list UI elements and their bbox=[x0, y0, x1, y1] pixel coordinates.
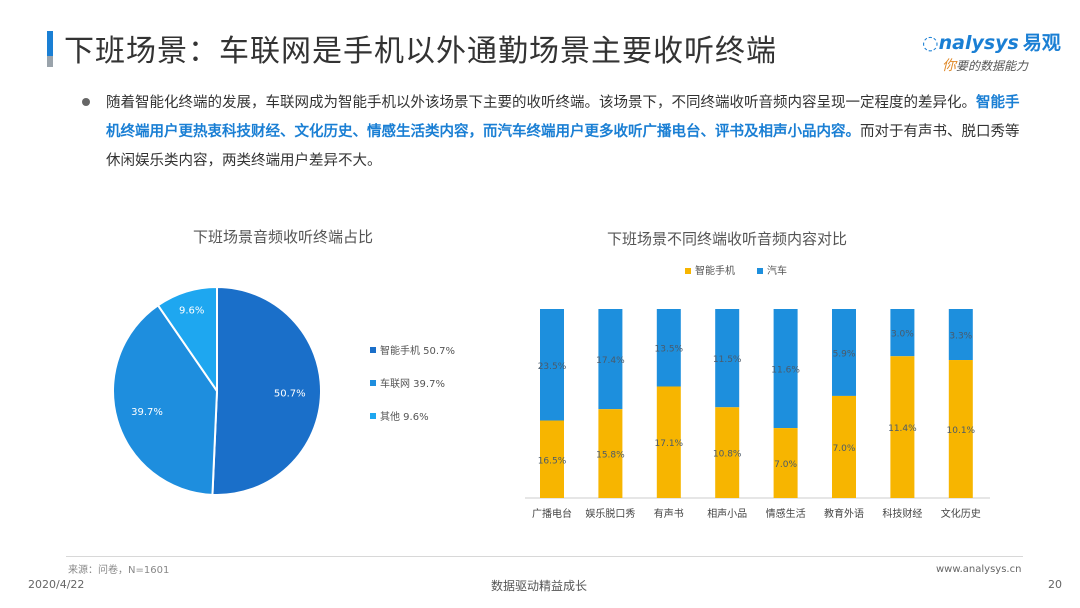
bar-phone-label-8: 10.1% bbox=[947, 426, 976, 436]
summary-paragraph: 随着智能化终端的发展，车联网成为智能手机以外该场景下主要的收听终端。该场景下，不… bbox=[106, 89, 1026, 176]
bar-car-label-8: 3.3% bbox=[949, 332, 972, 342]
bar-legend-label-car: 汽车 bbox=[767, 264, 787, 277]
bar-phone-label-5: 7.0% bbox=[774, 460, 797, 470]
pie-data-label-2: 39.7% bbox=[131, 407, 163, 418]
pie-chart: 50.7% 39.7% 9.6% 智能手机 50.7% 车联网 39.7% 其他 9.6% bbox=[112, 285, 455, 496]
bar-category-label-2: 娱乐脱口秀 bbox=[585, 507, 635, 520]
bar-phone-label-3: 17.1% bbox=[655, 439, 684, 449]
bar-car-label-6: 5.9% bbox=[833, 349, 856, 359]
bar-legend-marker-phone bbox=[685, 268, 691, 274]
bar-phone-label-7: 11.4% bbox=[888, 424, 917, 434]
bar-car-8 bbox=[948, 309, 973, 361]
pie-legend-marker-2 bbox=[370, 380, 376, 386]
logo-icon: ◌ bbox=[922, 32, 939, 54]
bar-car-1 bbox=[540, 309, 564, 421]
summary-text-2: 而对于有声书、脱口秀等休闲娱乐类内容，两类终端用户差异不大。 bbox=[106, 124, 1020, 169]
bar-car-label-5: 11.6% bbox=[771, 366, 800, 376]
logo-text: nalysys bbox=[938, 32, 1019, 54]
bar-phone-4 bbox=[715, 407, 740, 498]
source-note: 来源：问卷，N=1601 bbox=[68, 565, 170, 576]
bar-phone-8 bbox=[948, 360, 973, 498]
bar-car-label-4: 11.5% bbox=[713, 355, 742, 365]
bar-car-label-3: 13.5% bbox=[655, 345, 684, 355]
title-accent-bar bbox=[47, 31, 53, 67]
pie-slice-1 bbox=[211, 285, 322, 496]
bar-phone-7 bbox=[890, 356, 915, 498]
logo-slogan-accent: 你 bbox=[942, 58, 956, 74]
bullet-dot bbox=[82, 98, 90, 106]
pie-slice-2 bbox=[112, 303, 219, 496]
bar-phone-3 bbox=[656, 386, 681, 498]
footer-date: 2020/4/22 bbox=[28, 578, 85, 591]
page-number: 20 bbox=[1048, 578, 1062, 591]
pie-legend-marker-3 bbox=[370, 413, 376, 419]
pie-legend-marker-1 bbox=[370, 347, 376, 353]
bar-phone-label-4: 10.8% bbox=[713, 450, 742, 460]
page-title: 下班场景：车联网是手机以外通勤场景主要收听终端 bbox=[64, 34, 777, 69]
bar-car-5 bbox=[773, 309, 798, 429]
bar-chart-title: 下班场景不同终端收听音频内容对比 bbox=[607, 230, 848, 248]
bar-phone-5 bbox=[773, 428, 798, 498]
bar-phone-label-6: 7.0% bbox=[833, 444, 856, 454]
bar-category-label-1: 广播电台 bbox=[532, 507, 572, 520]
pie-legend-label-3: 其他 9.6% bbox=[380, 410, 429, 423]
bar-car-label-2: 17.4% bbox=[596, 356, 625, 366]
summary-text-1: 随着智能化终端的发展，车联网成为智能手机以外该场景下主要的收听终端。该场景下，不… bbox=[106, 95, 976, 111]
title-accent-bar-base bbox=[47, 56, 53, 67]
bar-category-label-3: 有声书 bbox=[654, 507, 684, 520]
bar-category-label-5: 情感生活 bbox=[766, 507, 806, 520]
bar-car-label-1: 23.5% bbox=[538, 362, 567, 372]
bar-phone-2 bbox=[598, 409, 623, 498]
analysys-logo: ◌nalysys 易观 你要的数据能力 bbox=[922, 28, 1061, 74]
pie-slice-3 bbox=[156, 285, 218, 395]
bar-category-label-7: 科技财经 bbox=[882, 507, 922, 520]
bar-category-label-4: 相声小品 bbox=[707, 507, 747, 520]
bar-car-7 bbox=[890, 309, 915, 357]
pie-legend-label-1: 智能手机 50.7% bbox=[380, 344, 455, 357]
bar-category-label-8: 文化历史 bbox=[941, 507, 981, 520]
website-url: www.analysys.cn bbox=[936, 564, 1022, 575]
bar-legend-label-phone: 智能手机 bbox=[695, 264, 735, 277]
bar-car-3 bbox=[656, 309, 681, 387]
footer-divider bbox=[66, 556, 1023, 557]
pie-data-label-3: 9.6% bbox=[179, 306, 204, 317]
summary-highlight: 智能手机终端用户更热衷科技财经、文化历史、情感生活类内容，而汽车终端用户更多收听… bbox=[106, 95, 1020, 140]
bar-car-2 bbox=[598, 309, 623, 410]
pie-chart-title: 下班场景音频收听终端占比 bbox=[193, 228, 374, 246]
bar-legend-marker-car bbox=[757, 268, 763, 274]
bar-category-label-6: 教育外语 bbox=[824, 507, 864, 520]
logo-cn: 易观 bbox=[1022, 32, 1061, 54]
bar-phone-label-1: 16.5% bbox=[538, 456, 567, 466]
bar-phone-6 bbox=[832, 395, 856, 498]
bar-car-4 bbox=[715, 309, 740, 408]
footer-slogan: 数据驱动精益成长 bbox=[491, 579, 588, 593]
bar-phone-label-2: 15.8% bbox=[596, 451, 625, 461]
bar-car-label-7: 3.0% bbox=[891, 330, 914, 340]
stacked-bar-chart: 智能手机 汽车 23.5% 16.5% 广播电台 17.4% 15.8% 娱乐脱口秀 13.5%… bbox=[525, 264, 990, 520]
pie-data-label-1: 50.7% bbox=[274, 389, 306, 400]
bar-phone-1 bbox=[540, 420, 564, 498]
logo-slogan: 要的数据能力 bbox=[956, 59, 1029, 73]
bar-car-6 bbox=[832, 309, 856, 396]
pie-legend-label-2: 车联网 39.7% bbox=[380, 377, 445, 390]
